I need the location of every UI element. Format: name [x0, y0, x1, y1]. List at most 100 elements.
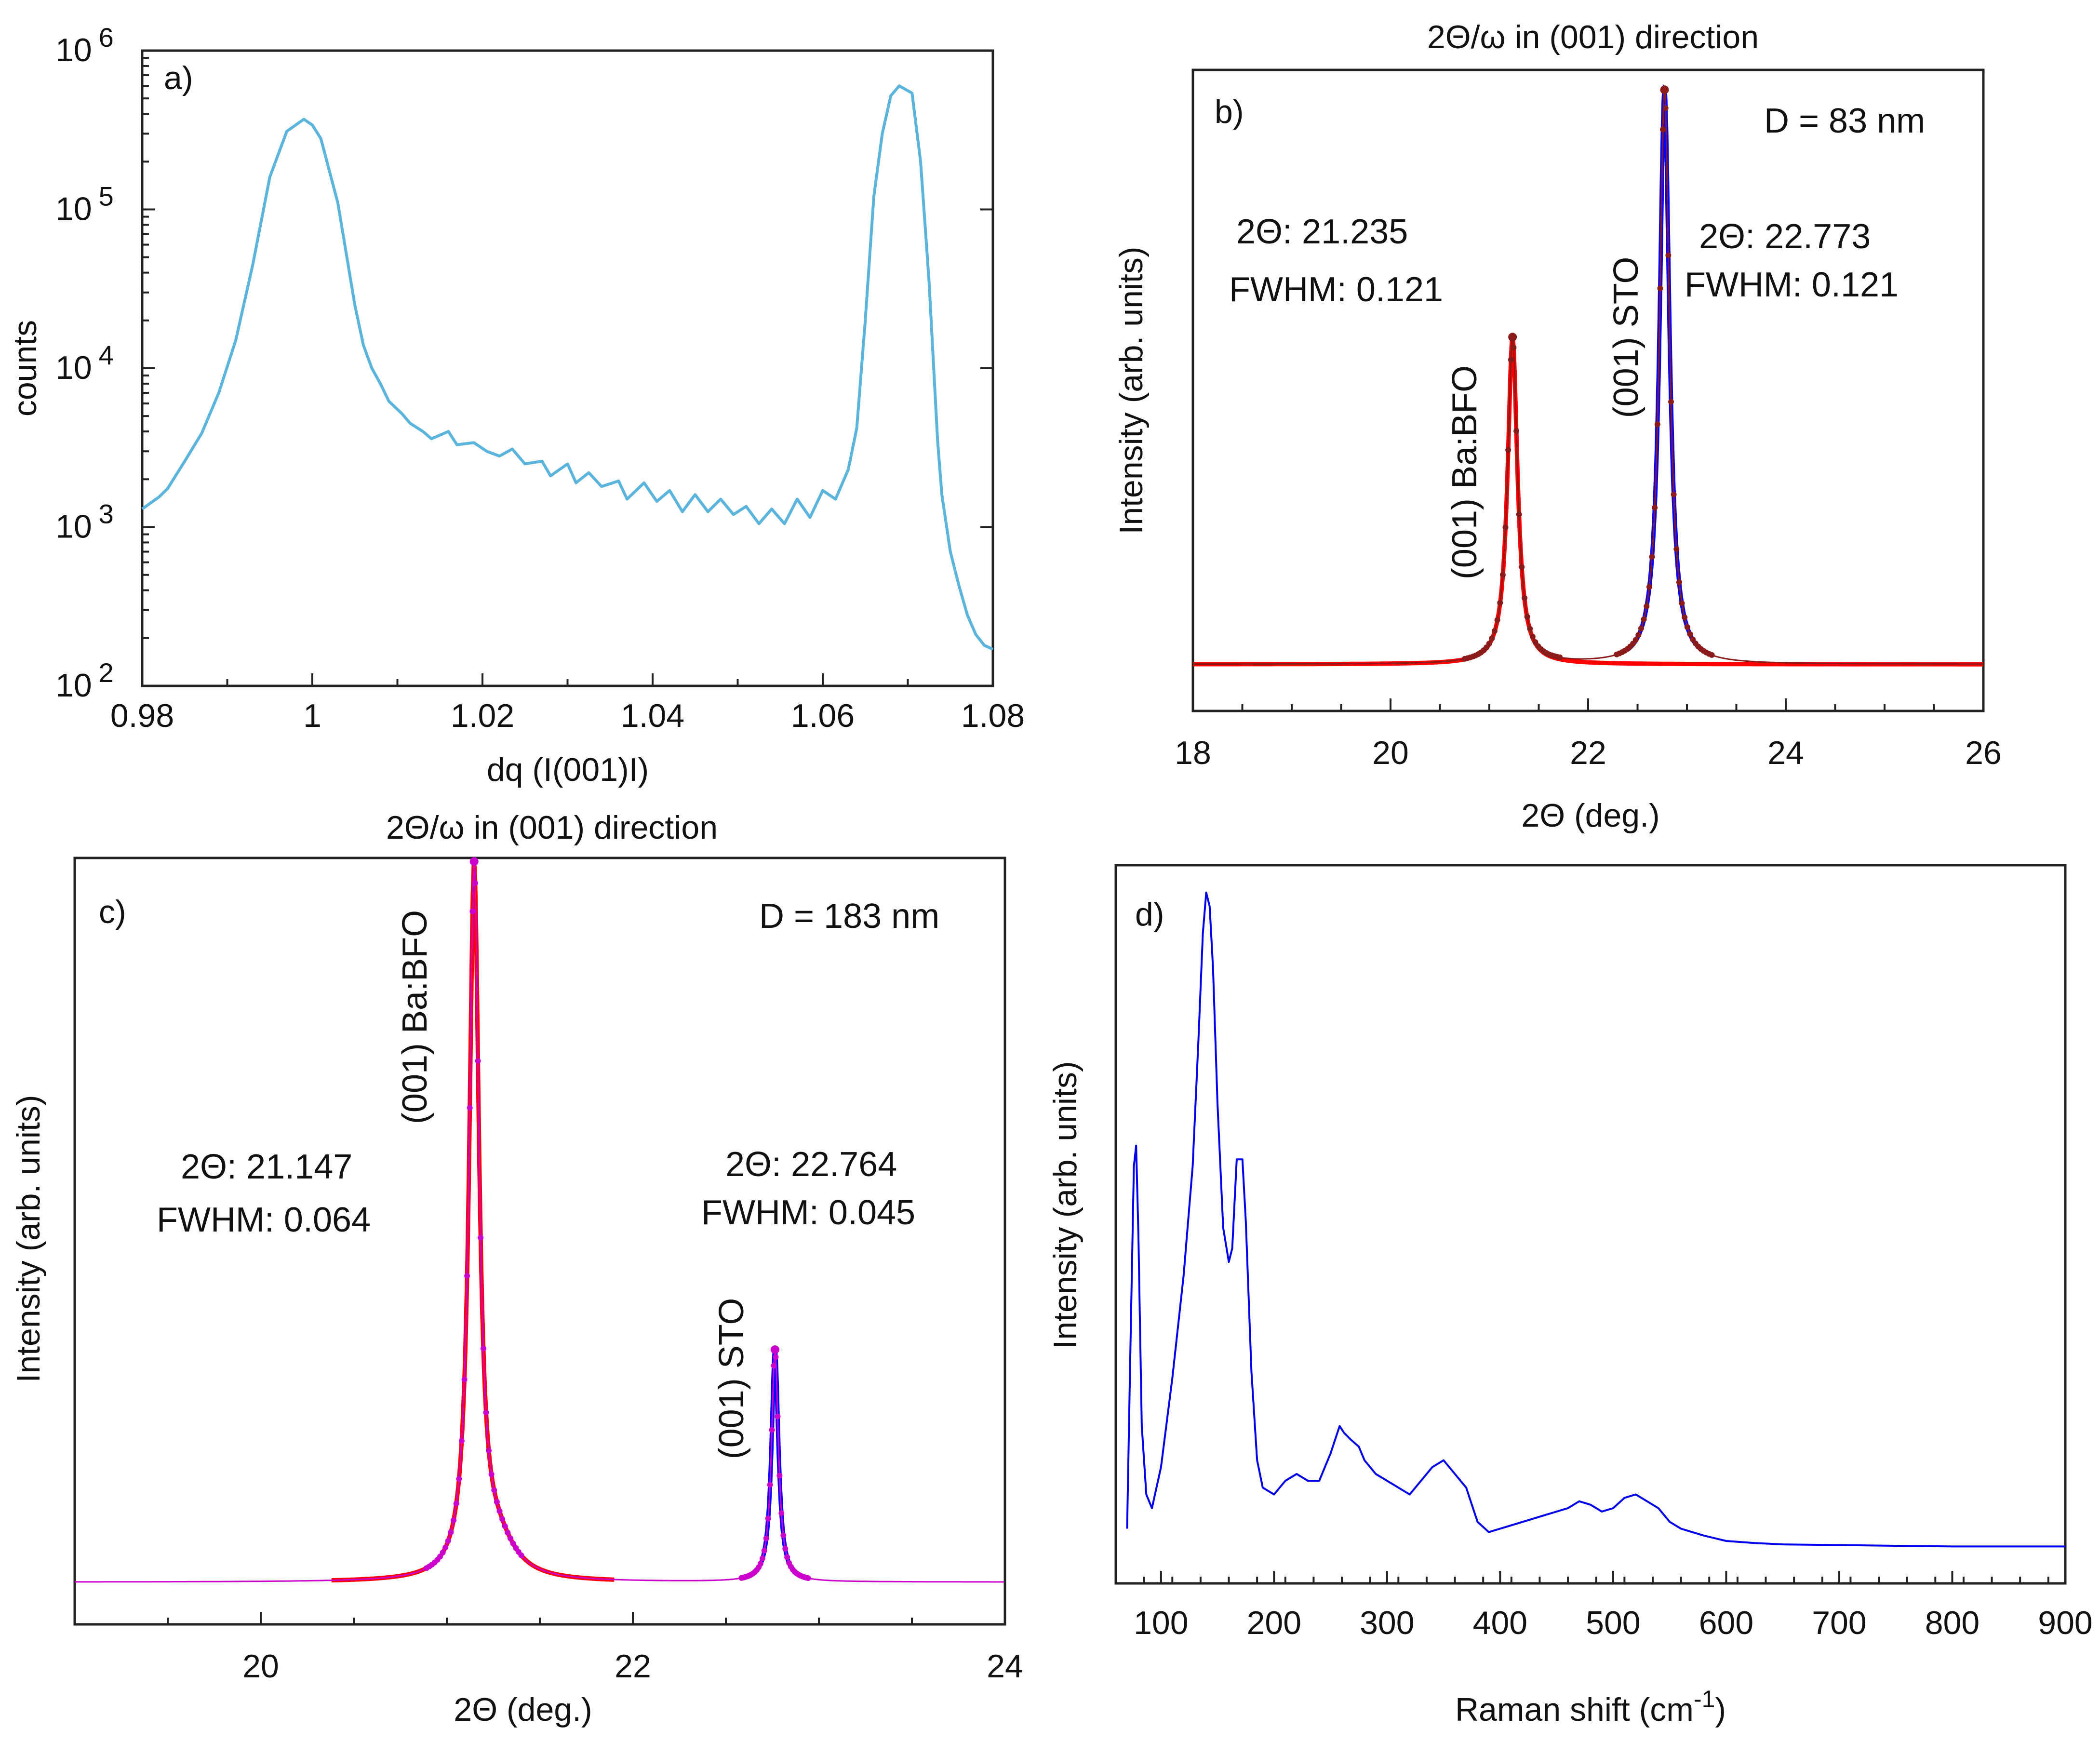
panel-label-b: b) [1215, 94, 1244, 130]
xtick-label: 600 [1699, 1605, 1753, 1641]
peak-maximum-point [1508, 333, 1517, 342]
data-point [442, 1544, 449, 1551]
ticks-b: 18 20 22 24 26 [1175, 698, 2002, 771]
ytick-label: 10 2 [55, 657, 114, 704]
panel-label-d: d) [1135, 896, 1164, 933]
xtick-label: 1.08 [961, 697, 1025, 734]
data-point [776, 1473, 783, 1479]
data-point [464, 1273, 470, 1279]
xtick-label: 1 [303, 697, 321, 734]
curves-a [141, 84, 994, 651]
xtick-label: 22 [1570, 735, 1606, 771]
thickness-c: D = 183 nm [759, 897, 939, 936]
data-point [1682, 614, 1688, 620]
data-point [502, 1523, 508, 1529]
ytick-base: 10 [55, 509, 92, 545]
data-point [478, 1234, 484, 1241]
xtick-label: 26 [1965, 735, 2002, 771]
ytick-label: 10 4 [55, 340, 114, 386]
title-b: 2Θ/ω in (001) direction [1427, 19, 1759, 55]
data-point [1516, 511, 1522, 518]
curves-c [75, 857, 1004, 1583]
ytick-base: 10 [55, 667, 92, 704]
ylabel-b: Intensity (arb. units) [1113, 246, 1150, 534]
sto-peak-label-b: (001) STO [1607, 257, 1645, 418]
xtick-label: 500 [1586, 1605, 1640, 1641]
xtick-label: 300 [1360, 1605, 1414, 1641]
data-point [1529, 633, 1536, 640]
sto-position-b: 2Θ: 22.773 [1699, 217, 1871, 256]
ytick-exponent: 3 [99, 499, 114, 529]
data-point [1654, 421, 1660, 428]
data-point [757, 1561, 763, 1567]
bfo-position-b: 2Θ: 21.235 [1236, 213, 1408, 251]
sto-fwhm-c: FWHM: 0.045 [701, 1193, 915, 1232]
data-point [1657, 285, 1663, 292]
data-point [767, 1482, 773, 1488]
data-point [1505, 447, 1511, 453]
data-point [1524, 614, 1530, 620]
data-point [765, 1515, 771, 1522]
data-point [1665, 252, 1672, 258]
data-point [1668, 399, 1674, 405]
data-point [1519, 564, 1525, 570]
bfo-fit-line [331, 864, 615, 1583]
ytick-exponent: 4 [99, 340, 114, 370]
panel-d: 100 200 300 400 500 600 700 800 900 d) Raman shi… [1047, 864, 2093, 1728]
ytick-label: 10 5 [55, 181, 114, 228]
xtick-label: 0.98 [110, 697, 174, 734]
data-point [510, 1540, 516, 1547]
measured-line [75, 862, 1004, 1583]
data-point [1660, 126, 1666, 133]
data-point [445, 1538, 451, 1544]
data-point [1684, 624, 1690, 630]
data-point [1646, 584, 1652, 590]
data-point [1649, 554, 1655, 560]
sto-fwhm-b: FWHM: 0.121 [1685, 266, 1899, 304]
bfo-fwhm-b: FWHM: 0.121 [1229, 270, 1443, 309]
xtick-label: 24 [1767, 735, 1804, 771]
peak-maximum-point [1660, 85, 1669, 94]
ylabel-d: Intensity (arb. units) [1047, 1061, 1083, 1349]
data-point [1502, 524, 1509, 531]
curves-d [1126, 891, 2065, 1548]
xtick-label: 100 [1134, 1605, 1188, 1641]
data-point [805, 1575, 811, 1581]
data-point [458, 1438, 465, 1444]
data-point [778, 1510, 785, 1516]
ytick-base: 10 [55, 32, 92, 68]
xlabel-d-superscript: -1 [1694, 1686, 1715, 1713]
xtick-label: 400 [1473, 1605, 1527, 1641]
data-point [1671, 491, 1677, 497]
data-point [499, 1516, 506, 1522]
data-point [461, 1376, 468, 1382]
data-point [1709, 652, 1715, 658]
xtick-label: 700 [1812, 1605, 1866, 1641]
xtick-label: 1.04 [621, 697, 684, 734]
data-point [780, 1532, 787, 1539]
data-point [467, 1105, 473, 1111]
ylabel-c: Intensity (arb. units) [10, 1095, 47, 1382]
xlabel-d-text: Raman shift (cm [1455, 1691, 1694, 1728]
data-point [456, 1476, 462, 1482]
xtick-label: 20 [242, 1648, 279, 1685]
data-point [1521, 595, 1527, 601]
data-point [763, 1535, 769, 1541]
profile-line-a [141, 84, 994, 651]
data-point [775, 1413, 781, 1420]
panel-label-c: c) [99, 894, 126, 930]
xlabel-c: 2Θ (deg.) [454, 1691, 592, 1728]
data-point [759, 1555, 765, 1562]
ytick-label: 10 3 [55, 499, 114, 545]
ytick-label: 10 6 [55, 22, 114, 68]
data-point [1635, 632, 1642, 638]
xlabel-d: Raman shift (cm-1) [1455, 1686, 1726, 1728]
plot-frame-c [73, 857, 1006, 1626]
data-point [1494, 617, 1500, 623]
data-point [496, 1508, 503, 1514]
xlabel-b: 2Θ (deg.) [1521, 797, 1659, 834]
data-point [1687, 631, 1693, 637]
